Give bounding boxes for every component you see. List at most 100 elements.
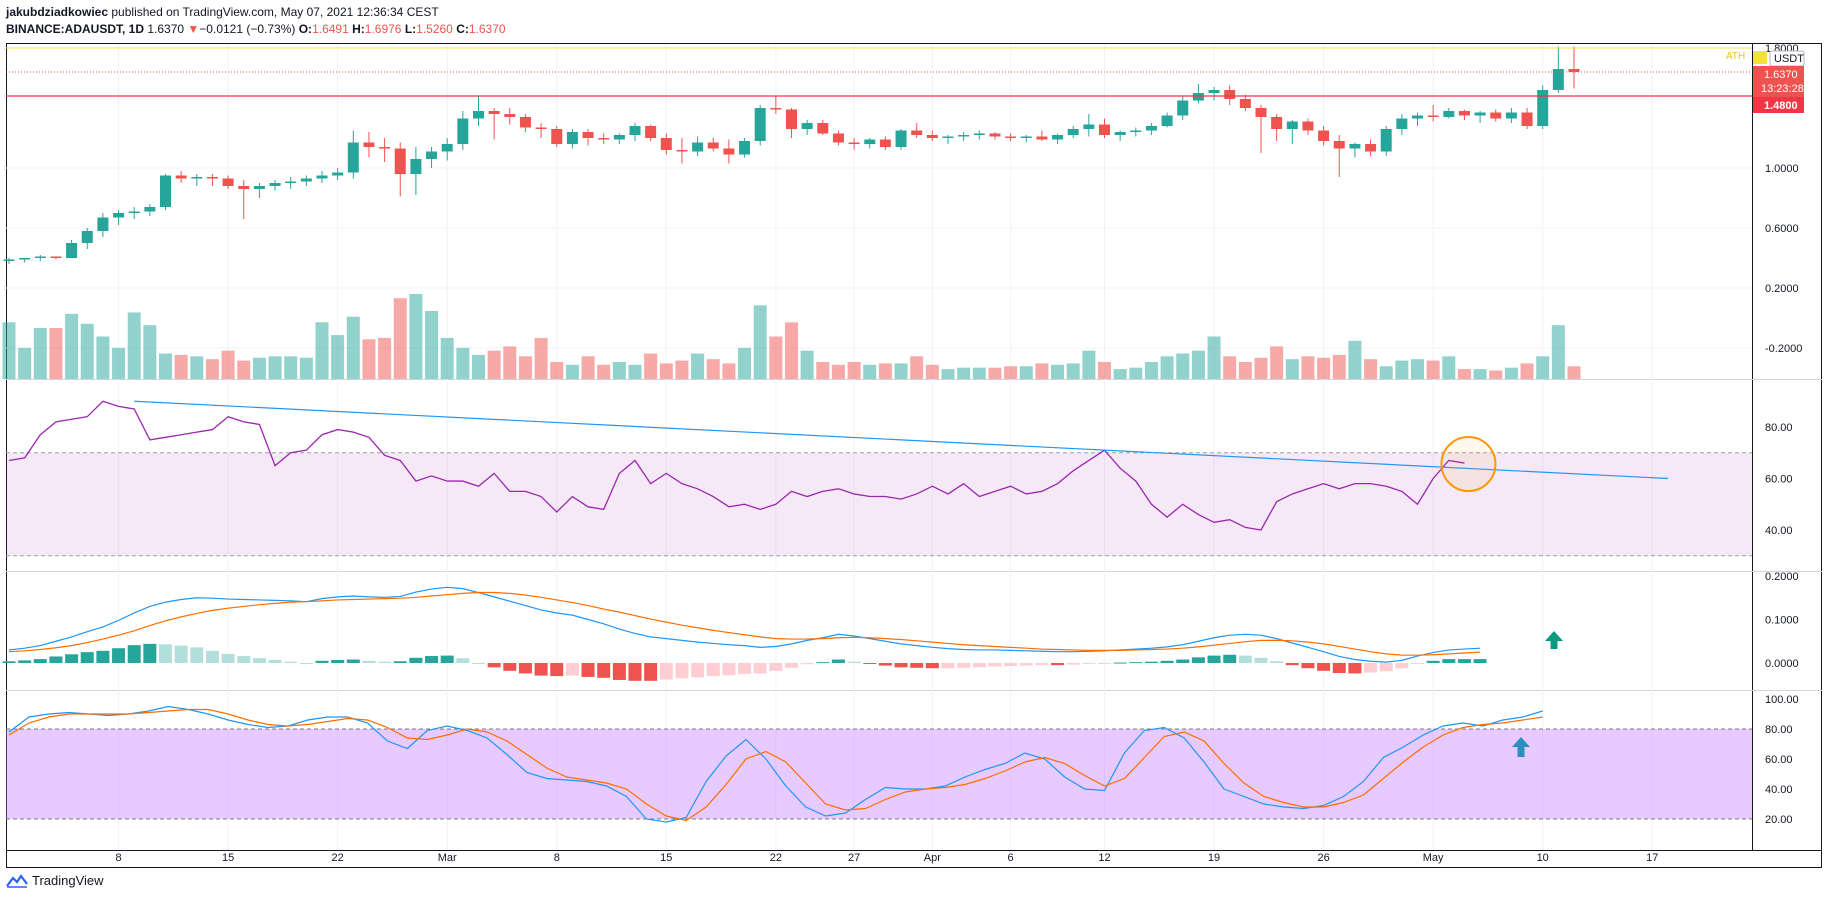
candle-body-92 <box>1443 111 1455 117</box>
candle-body-39 <box>613 135 625 140</box>
volume-bar-23 <box>362 339 376 379</box>
volume-bar-8 <box>127 312 141 379</box>
publish-line: jakubdziadkowiec published on TradingVie… <box>6 4 506 21</box>
volume-bar-98 <box>1536 356 1550 379</box>
low-value: 1.5260 <box>416 22 453 36</box>
candle-body-90 <box>1412 115 1423 119</box>
macd-hist-bar-78 <box>1223 654 1237 663</box>
volume-bar-68 <box>1066 363 1080 379</box>
time-tick-label-4: 8 <box>554 852 560 864</box>
candle-body-0 <box>3 259 15 261</box>
volume-bar-91 <box>1426 360 1440 379</box>
candle-body-56 <box>879 139 891 147</box>
volume-bar-20 <box>315 322 329 379</box>
volume-bar-33 <box>518 356 532 379</box>
candle-body-26 <box>410 159 422 174</box>
macd-hist-bar-14 <box>221 653 235 663</box>
candle-body-100 <box>1568 69 1580 72</box>
volume-bar-12 <box>190 356 204 379</box>
volume-bar-75 <box>1176 353 1190 379</box>
macd-hist-bar-33 <box>518 663 532 674</box>
symbol-label[interactable]: BINANCE:ADAUSDT, 1D <box>6 22 145 36</box>
time-tick-label-3: Mar <box>438 852 457 864</box>
candle-body-81 <box>1271 117 1283 129</box>
candle-body-14 <box>222 178 234 186</box>
candle-body-6 <box>97 217 109 231</box>
macd-hist-bar-46 <box>722 663 736 676</box>
candle-body-49 <box>770 108 782 110</box>
candle-body-23 <box>363 142 375 147</box>
volume-bar-80 <box>1254 357 1268 379</box>
stoch-k-line <box>8 705 1543 823</box>
macd-hist-bar-40 <box>628 663 642 681</box>
volume-bar-21 <box>331 335 345 379</box>
macd-hist-bar-7 <box>112 648 126 663</box>
candle-body-48 <box>754 108 766 141</box>
candle-body-98 <box>1537 90 1549 126</box>
rsi-pane <box>6 400 1752 557</box>
volume-bar-66 <box>1035 363 1049 379</box>
macd-up-arrow-icon <box>1545 631 1563 649</box>
volume-bar-49 <box>769 336 783 379</box>
candle-body-2 <box>34 256 46 258</box>
macd-hist-bar-10 <box>159 644 172 663</box>
chart-canvas[interactable]: 1.80001.00000.60000.2000-0.2000USDTATH1.… <box>0 0 1828 870</box>
candle-body-44 <box>692 142 704 152</box>
macd-hist-bar-80 <box>1254 657 1268 663</box>
macd-hist-bar-29 <box>456 658 470 663</box>
macd-hist-bar-69 <box>1082 663 1096 664</box>
macd-hist-bar-28 <box>440 655 454 663</box>
candle-body-40 <box>629 126 641 135</box>
candle-body-8 <box>128 211 140 213</box>
volume-bar-30 <box>472 354 485 379</box>
candle-body-24 <box>379 147 391 149</box>
macd-hist-bar-58 <box>910 663 924 668</box>
candle-body-84 <box>1318 130 1330 141</box>
macd-hist-bar-13 <box>205 650 219 663</box>
macd-hist-bar-23 <box>362 660 376 663</box>
last-price: 1.6370 <box>147 22 185 36</box>
volume-bar-79 <box>1238 362 1252 379</box>
candle-body-34 <box>535 127 547 129</box>
candle-body-5 <box>81 231 93 243</box>
last-price-tag <box>1753 66 1804 97</box>
macd-hist-bar-21 <box>331 659 345 663</box>
macd-hist-bar-15 <box>237 656 251 663</box>
macd-hist-bar-62 <box>972 663 986 668</box>
candle-body-3 <box>50 256 62 258</box>
macd-hist-bar-12 <box>190 647 204 663</box>
candle-body-71 <box>1114 132 1126 135</box>
macd-hist-bar-5 <box>80 652 94 663</box>
macd-hist-bar-50 <box>785 663 798 668</box>
volume-bar-29 <box>456 347 470 379</box>
volume-bar-65 <box>1019 366 1033 379</box>
macd-hist-bar-31 <box>487 663 501 668</box>
volume-bar-62 <box>972 367 986 379</box>
tradingview-logo[interactable]: TradingView <box>6 873 104 888</box>
macd-hist-bar-45 <box>706 663 720 677</box>
author-name[interactable]: jakubdziadkowiec <box>6 5 109 19</box>
volume-bar-11 <box>174 354 188 379</box>
volume-bar-63 <box>988 367 1002 379</box>
high-label: H: <box>352 22 365 36</box>
candle-body-82 <box>1286 121 1298 129</box>
chart-header: jakubdziadkowiec published on TradingVie… <box>6 4 506 38</box>
volume-bars <box>2 294 1581 379</box>
volume-bar-40 <box>628 364 642 379</box>
macd-hist-bar-8 <box>127 645 141 663</box>
candle-body-86 <box>1349 144 1361 149</box>
macd-hist-bar-94 <box>1473 659 1487 663</box>
change-arrow-icon: ▼ <box>187 22 200 36</box>
rsi-tick-label-0: 80.00 <box>1765 422 1793 434</box>
candle-body-74 <box>1161 115 1173 126</box>
candle-body-96 <box>1505 112 1517 119</box>
volume-bar-37 <box>581 356 595 379</box>
volume-bar-19 <box>299 357 313 379</box>
candle-body-36 <box>566 132 578 144</box>
volume-bar-15 <box>237 360 251 379</box>
volume-bar-58 <box>910 356 924 379</box>
candle-body-93 <box>1458 111 1470 116</box>
candle-body-31 <box>488 111 500 114</box>
macd-hist-bar-81 <box>1270 661 1284 663</box>
candle-body-53 <box>832 133 844 143</box>
